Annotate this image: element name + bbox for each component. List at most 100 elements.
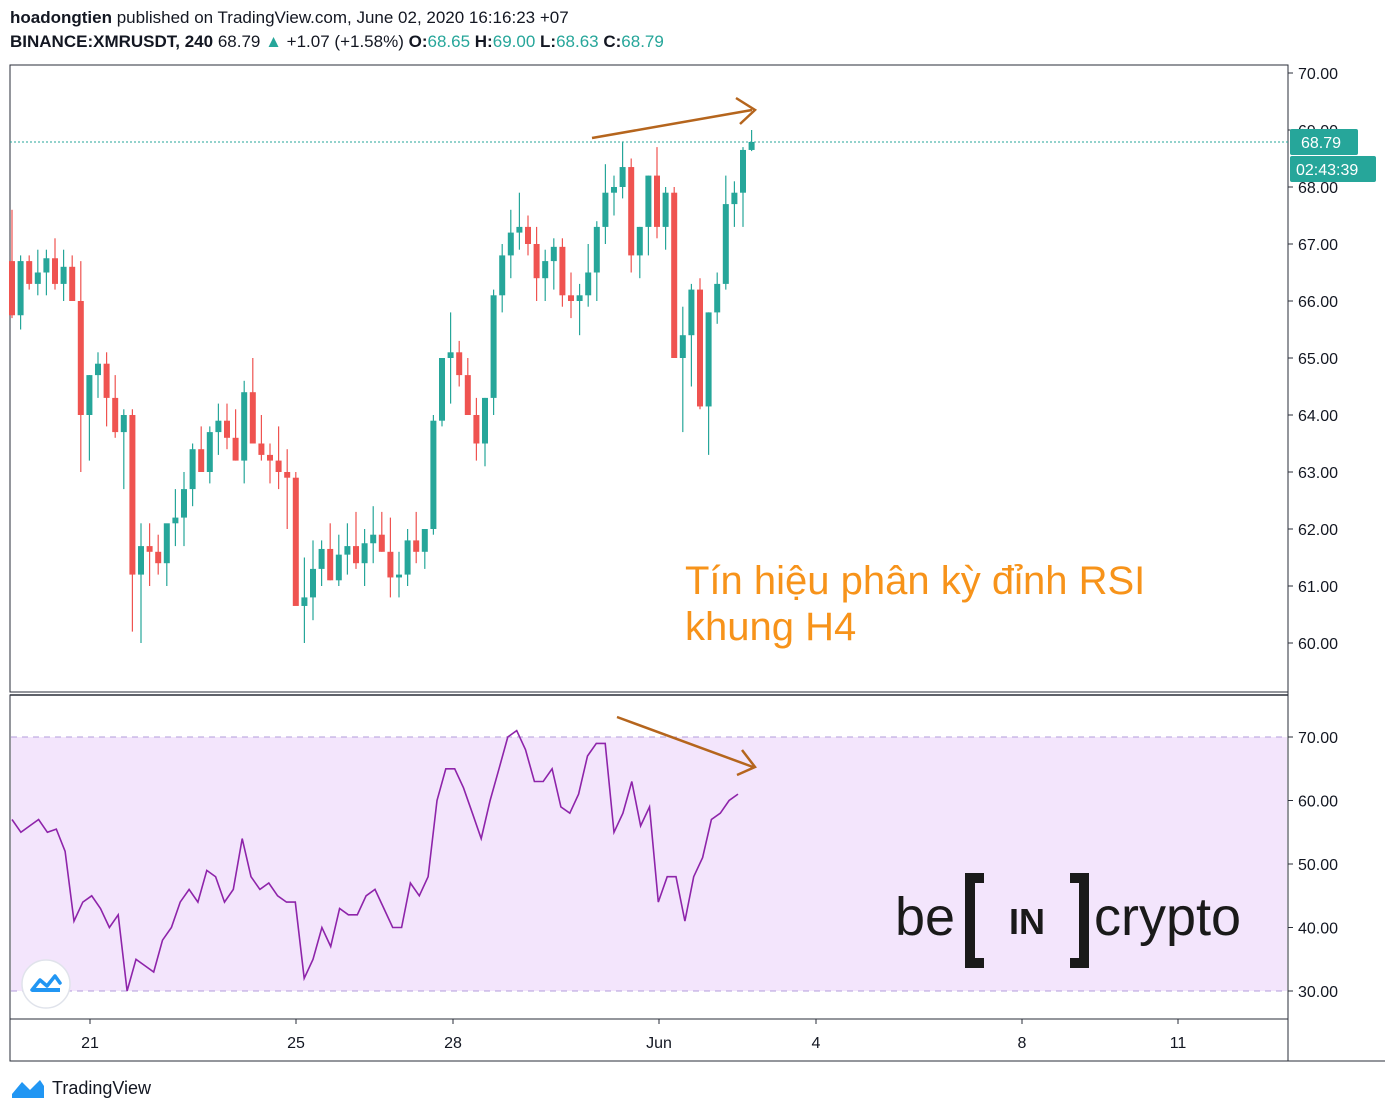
open-value: 68.65	[427, 32, 471, 51]
candle	[490, 289, 497, 415]
candle	[189, 443, 196, 507]
candle	[525, 215, 531, 256]
candle	[413, 511, 420, 564]
candle	[267, 443, 273, 484]
candle	[705, 312, 712, 455]
annotation-line2: khung H4	[685, 605, 856, 649]
candle	[26, 255, 33, 290]
countdown-badge: 02:43:39	[1290, 155, 1376, 182]
candle	[155, 534, 162, 575]
candle	[95, 352, 101, 398]
candle	[404, 529, 411, 586]
logo-crypto-text: crypto	[1094, 887, 1241, 947]
candle	[353, 511, 359, 569]
candle	[482, 397, 488, 467]
candle	[52, 238, 58, 290]
price-axis[interactable]: 70.0069.0068.0067.0066.0065.0064.0063.00…	[1288, 66, 1376, 653]
price-tick-label: 62.00	[1298, 522, 1338, 539]
close-label: C:	[603, 32, 622, 51]
price-tick-label: 67.00	[1298, 237, 1338, 254]
candle	[636, 226, 643, 279]
candle	[421, 529, 428, 569]
candle	[378, 511, 385, 552]
candle	[17, 255, 24, 330]
price-change: +1.07 (+1.58%)	[286, 32, 404, 51]
publish-line: hoadongtien published on TradingView.com…	[10, 6, 664, 30]
up-arrow-icon: ▲	[265, 32, 282, 51]
time-tick-label: 28	[444, 1035, 462, 1052]
tradingview-logo-icon	[12, 1080, 44, 1098]
candle	[654, 147, 660, 239]
candlestick-series	[9, 130, 1288, 643]
rsi-axis[interactable]: 70.00 60.00 50.00 40.00 30.00	[1288, 730, 1338, 1001]
rsi-line	[11, 729, 739, 992]
symbol-name[interactable]: BINANCE:XMRUSDT, 240	[10, 32, 214, 51]
candle	[439, 358, 445, 427]
symbol-line: BINANCE:XMRUSDT, 240 68.79 ▲ +1.07 (+1.5…	[10, 30, 664, 54]
rsi-tick-label: 60.00	[1298, 794, 1338, 811]
candle	[34, 249, 41, 296]
candle	[516, 192, 523, 250]
candle	[714, 272, 721, 324]
price-tick-label: 61.00	[1298, 579, 1338, 596]
candle	[387, 517, 394, 598]
candle	[748, 130, 755, 152]
candle	[533, 226, 540, 301]
candle	[447, 312, 454, 404]
footer-brand[interactable]: TradingView	[10, 1076, 151, 1100]
candle	[198, 426, 205, 472]
author-name[interactable]: hoadongtien	[10, 8, 112, 27]
annotation-line1: Tín hiệu phân kỳ đỉnh RSI	[685, 559, 1145, 603]
candle	[129, 409, 136, 632]
becrypto-logo: be IN crypto	[895, 873, 1241, 968]
candle	[258, 415, 265, 461]
candle	[163, 523, 170, 586]
candle	[628, 158, 635, 273]
candle	[327, 523, 334, 581]
candle	[688, 283, 695, 387]
price-tick-label: 60.00	[1298, 636, 1338, 653]
time-axis[interactable]: 21 25 28 Jun 4 8 11	[81, 1019, 1186, 1052]
candle	[206, 426, 213, 484]
tradingview-chart-icon[interactable]	[21, 959, 71, 1009]
candle	[740, 147, 746, 227]
rsi-tick-label: 40.00	[1298, 921, 1338, 938]
low-label: L:	[540, 32, 557, 51]
candle	[224, 403, 230, 450]
candle	[722, 175, 729, 290]
rsi-tick-label: 50.00	[1298, 857, 1338, 874]
time-tick-label: 4	[812, 1035, 821, 1052]
rsi-band	[11, 736, 1287, 992]
candle	[679, 306, 686, 433]
rsi-divergence-arrow	[616, 715, 757, 777]
logo-be-text: be	[895, 887, 955, 947]
candle	[284, 449, 291, 529]
candle	[43, 249, 50, 296]
candle	[396, 551, 402, 598]
time-tick-label: 21	[81, 1035, 99, 1052]
candle	[370, 506, 377, 564]
candle	[645, 175, 652, 256]
candle	[138, 523, 144, 643]
price-tick-label: 70.00	[1298, 66, 1338, 83]
high-value: 69.00	[492, 32, 536, 51]
rsi-tick-label: 30.00	[1298, 984, 1338, 1001]
candle	[335, 534, 342, 586]
candle	[671, 187, 678, 358]
candle	[301, 557, 308, 643]
time-tick-label: Jun	[646, 1035, 672, 1052]
candle	[473, 397, 480, 461]
candle	[103, 352, 110, 427]
last-price-badge: 68.79	[1290, 128, 1358, 155]
candle	[585, 244, 592, 307]
candle	[9, 209, 15, 319]
svg-text:68.79: 68.79	[1301, 135, 1341, 152]
price-tick-label: 64.00	[1298, 408, 1338, 425]
candle	[146, 523, 153, 586]
candle	[619, 141, 626, 199]
price-tick-label: 68.00	[1298, 180, 1338, 197]
candle	[662, 187, 669, 250]
candle	[456, 340, 463, 387]
candle	[499, 244, 506, 313]
